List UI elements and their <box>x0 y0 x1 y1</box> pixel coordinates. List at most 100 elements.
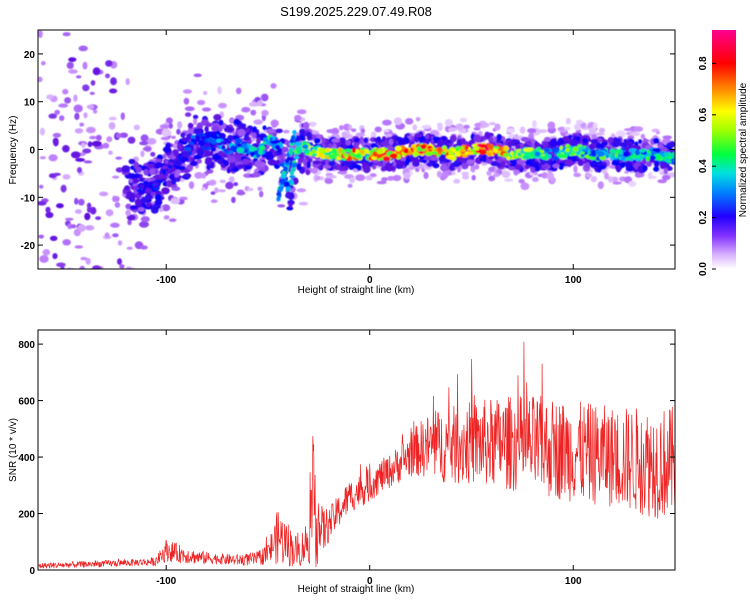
spectrogram-cell <box>211 134 219 140</box>
spectrogram-cell <box>336 156 342 161</box>
spectrogram-cell <box>456 138 462 146</box>
spectrogram-cell <box>589 161 595 168</box>
spectrogram-cell <box>79 265 85 269</box>
spectrogram-cell <box>104 232 110 239</box>
spectrogram-cell <box>575 119 584 125</box>
spectrogram-cell <box>143 169 149 176</box>
spectrogram-cell <box>526 140 532 146</box>
spectrogram-cell <box>82 84 90 92</box>
spectrogram-cell <box>58 103 69 108</box>
spectrogram-cell <box>284 158 290 164</box>
spectrogram-cell <box>133 173 141 179</box>
spectrogram-cell <box>203 144 211 148</box>
spectrogram-cell <box>115 132 122 139</box>
spectrogram-cell <box>105 73 110 79</box>
spectrogram-cell <box>599 165 606 170</box>
spectrogram-cell <box>488 175 496 182</box>
spectrogram-cell <box>582 137 588 145</box>
spectrogram-cell <box>59 115 65 121</box>
spectrogram-cell <box>398 160 407 167</box>
spectrogram-cell <box>115 156 123 160</box>
spectrogram-cell <box>167 165 173 169</box>
spectrogram-cell <box>68 69 78 74</box>
spectrogram-cell <box>165 117 173 124</box>
spectrogram-cell <box>653 166 660 172</box>
spectrogram-cell <box>660 162 668 169</box>
spectrogram-cell <box>132 186 140 191</box>
snr-frame <box>37 329 676 571</box>
spectrogram-cell <box>565 117 571 125</box>
spectrogram-cell <box>249 151 256 157</box>
spectrogram-cell <box>134 198 143 207</box>
spectrogram-cell <box>645 155 650 162</box>
spectrogram-cell <box>506 128 516 134</box>
spectrogram-cell <box>647 171 653 180</box>
spectrogram-cell <box>48 113 57 119</box>
spectrogram-cell <box>512 139 520 144</box>
spectrogram-cell <box>88 273 93 279</box>
spectrogram-cell <box>210 139 218 145</box>
spectrogram-cell <box>146 138 157 145</box>
spectrogram-cell <box>255 153 260 158</box>
spectrogram-cell <box>62 145 70 153</box>
spectrogram-cell <box>224 127 233 133</box>
spectrogram-cell <box>502 145 509 151</box>
spectrogram-cell <box>248 146 256 152</box>
spectrogram-cell <box>143 182 151 188</box>
spectrogram-cell <box>383 129 390 133</box>
spectrogram-cell <box>432 163 440 169</box>
spectrogram-cell <box>628 180 637 187</box>
spectrogram-cell <box>601 141 609 146</box>
spectrogram-cell <box>109 279 115 283</box>
spectrogram-cells <box>38 30 675 289</box>
spectrogram-cell <box>624 170 629 174</box>
spectrogram-cell <box>503 153 510 157</box>
spectrogram-cell <box>128 178 133 183</box>
spectrogram-cell <box>292 130 297 135</box>
spectrogram-cell <box>166 179 172 188</box>
spectrogram-cell <box>394 145 402 152</box>
spectrogram-cell <box>54 109 60 115</box>
spectrogram-cell <box>289 175 296 179</box>
spectrogram-cell <box>181 137 190 142</box>
colorbar-ticks: 0.0 0.2 0.4 0.6 0.8 <box>698 56 716 276</box>
spectrogram-cell <box>280 173 286 179</box>
spectrogram-cell <box>347 183 353 188</box>
spectrogram-cell <box>140 216 150 223</box>
spectrogram-cell <box>91 140 102 147</box>
spectrogram-cell <box>343 153 349 158</box>
spectrogram-x-ticks: -100 0 100 <box>156 30 582 286</box>
spectrogram-cell <box>211 125 220 132</box>
spectrogram-cell <box>172 149 179 157</box>
spectrogram-cell <box>187 165 194 170</box>
spectrogram-cell <box>236 147 245 154</box>
spectrogram-cell <box>194 172 204 179</box>
spectrogram-cell <box>294 141 302 147</box>
spectrogram-cell <box>184 147 192 152</box>
spectrogram-cell <box>321 137 326 143</box>
spectrogram-cell <box>615 130 626 138</box>
spectrogram-cell <box>530 152 535 156</box>
snr-x-axis-label: Height of straight line (km) <box>298 584 415 595</box>
spectrogram-cell <box>642 164 648 172</box>
spectrogram-cell <box>109 286 117 289</box>
spectrogram-cell <box>374 126 382 133</box>
spectrogram-y-axis-label: Frequency (Hz) <box>8 116 19 185</box>
spectrogram-cell <box>45 211 54 219</box>
spectrogram-cell <box>66 61 74 69</box>
spectrogram-cell <box>494 123 501 131</box>
spectrogram-cell <box>62 88 69 95</box>
spectrogram-cell <box>464 146 469 150</box>
spectrogram-cell <box>133 124 140 131</box>
spectrogram-cell <box>125 78 130 86</box>
spectrogram-cell <box>275 128 283 134</box>
spectrogram-cell <box>442 136 447 141</box>
spectrogram-cell <box>108 122 116 130</box>
spectrogram-cell <box>205 122 213 128</box>
spectrogram-cell <box>540 159 546 165</box>
spectrogram-cell <box>666 159 672 164</box>
spectrogram-cell <box>328 154 335 159</box>
spectrogram-cell <box>585 173 593 178</box>
spectrogram-cell <box>64 97 72 104</box>
spectrogram-cell <box>481 144 489 148</box>
